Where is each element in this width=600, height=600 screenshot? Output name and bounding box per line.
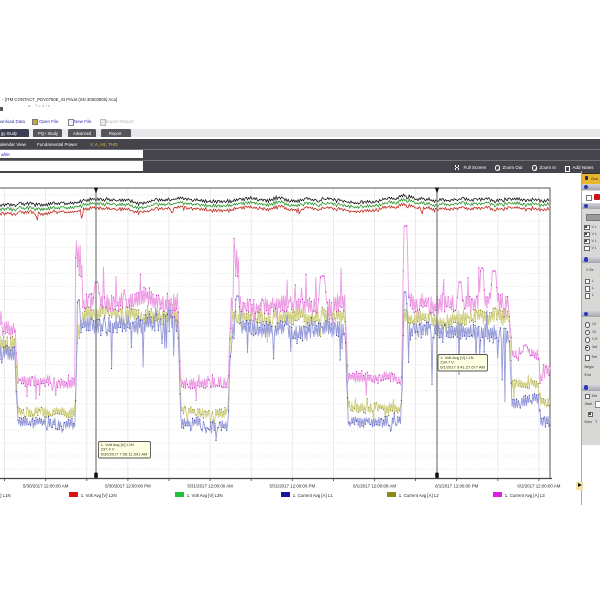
- svg-text:5/31/2017 12:00:00 PM: 5/31/2017 12:00:00 PM: [269, 484, 315, 489]
- svg-text:5/31/2017 12:00:00 AM: 5/31/2017 12:00:00 AM: [187, 484, 233, 489]
- svg-text:5/30/2017 12:00:00 AM: 5/30/2017 12:00:00 AM: [23, 484, 69, 489]
- svg-text:6/2/2017 12:00:00 AM: 6/2/2017 12:00:00 AM: [517, 484, 560, 489]
- svg-text:234.7 V: 234.7 V: [440, 360, 454, 365]
- svg-text:6/1/2017 12:00:08 AM: 6/1/2017 12:00:08 AM: [353, 484, 396, 489]
- svg-text:6/1/2017 9:41:27.677 AM: 6/1/2017 9:41:27.677 AM: [440, 365, 485, 370]
- svg-text:1. Volt Avg [V] L1N: 1. Volt Avg [V] L1N: [101, 442, 134, 447]
- svg-text:5/30/2017 7:06:11.691 AM: 5/30/2017 7:06:11.691 AM: [101, 452, 148, 457]
- svg-text:237.4 V: 237.4 V: [101, 447, 115, 452]
- svg-text:5/30/2017 12:00:00 PM: 5/30/2017 12:00:00 PM: [105, 484, 151, 489]
- svg-text:1. Volt Avg [V] L1N: 1. Volt Avg [V] L1N: [440, 355, 473, 360]
- svg-text:6/1/2017 12:00:00 PM: 6/1/2017 12:00:00 PM: [435, 484, 479, 489]
